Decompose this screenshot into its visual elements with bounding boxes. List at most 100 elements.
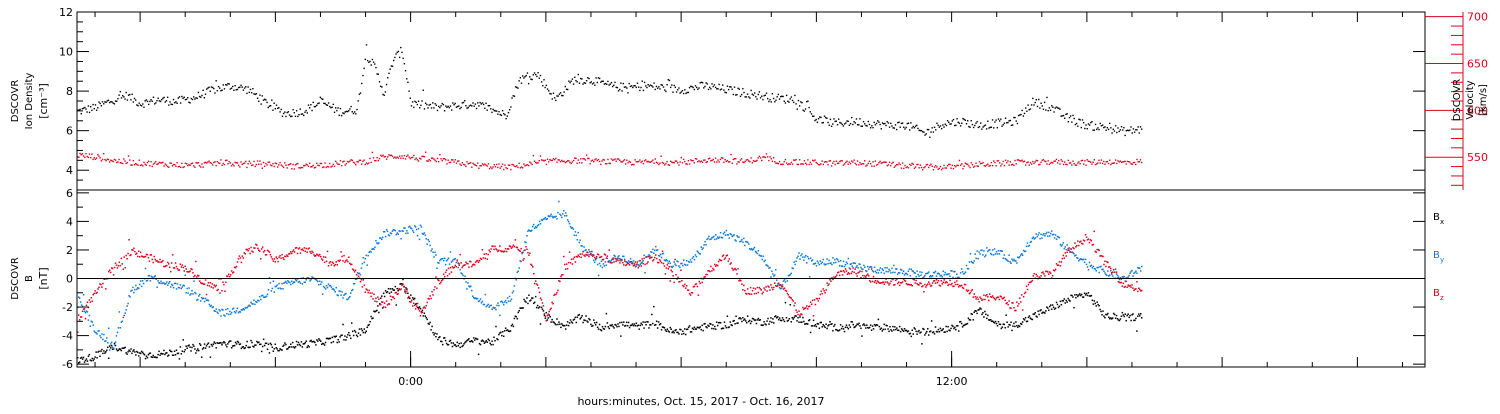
- b-z-point: [231, 272, 234, 274]
- b-z-point: [331, 261, 334, 264]
- b-x-point: [470, 340, 472, 343]
- velocity-point: [1014, 159, 1016, 162]
- b-z-point: [725, 255, 728, 257]
- density-point: [503, 112, 505, 115]
- velocity-point: [242, 162, 245, 165]
- velocity-point: [190, 162, 193, 165]
- density-point: [1100, 125, 1103, 127]
- density-point: [499, 113, 501, 116]
- velocity-point: [943, 164, 945, 167]
- density-point: [937, 124, 939, 126]
- b-z-point: [535, 283, 538, 285]
- density-point: [891, 125, 893, 127]
- velocity-point: [939, 165, 942, 168]
- density-point: [790, 96, 793, 98]
- b-z-point: [1000, 296, 1003, 298]
- velocity-point: [888, 161, 891, 164]
- b-z-point: [640, 265, 642, 267]
- density-point: [919, 129, 922, 132]
- b-y-point: [1104, 272, 1106, 274]
- b-z-point: [262, 251, 265, 253]
- b-y-point: [465, 281, 467, 283]
- density-point: [185, 98, 188, 101]
- b-y-point: [861, 268, 863, 270]
- velocity-point: [287, 164, 290, 166]
- b-y-point: [481, 300, 484, 303]
- b-y-point: [990, 253, 993, 256]
- b-z-point: [686, 289, 689, 291]
- b-z-point: [760, 289, 762, 291]
- b-x-point: [98, 350, 100, 353]
- b-x-point: [666, 328, 669, 330]
- b-z-point: [724, 257, 727, 259]
- b-y-point: [164, 283, 166, 285]
- b-x-point: [147, 353, 150, 356]
- b-y-point: [327, 283, 330, 285]
- b-y-point: [898, 272, 901, 274]
- b-x-point: [161, 353, 163, 355]
- b-z-point: [684, 283, 686, 286]
- velocity-point: [942, 167, 944, 170]
- density-point: [596, 81, 598, 84]
- density-point: [443, 110, 446, 112]
- b-x-point: [858, 322, 860, 325]
- b-x-point: [298, 343, 301, 346]
- velocity-point: [266, 164, 268, 166]
- velocity-point: [551, 159, 553, 162]
- density-point: [858, 124, 860, 126]
- b-z-point: [968, 292, 971, 295]
- b-y-point: [1115, 273, 1118, 275]
- velocity-point: [1032, 160, 1034, 163]
- b-y-point: [260, 295, 263, 297]
- density-point: [613, 84, 615, 86]
- b-x-point: [935, 330, 938, 333]
- b-y-point: [379, 237, 381, 239]
- density-point: [946, 119, 949, 122]
- b-y-point: [623, 255, 625, 258]
- velocity-point: [923, 167, 925, 169]
- density-point: [775, 99, 777, 101]
- velocity-point: [388, 154, 390, 156]
- b-z-point: [526, 248, 528, 251]
- b-x-point: [336, 341, 338, 344]
- velocity-point: [681, 162, 684, 164]
- b-z-point: [729, 263, 732, 265]
- b-y-point: [829, 262, 831, 265]
- velocity-point: [901, 162, 904, 164]
- density-point: [952, 118, 955, 121]
- density-point: [893, 127, 896, 129]
- b-y-point: [375, 239, 377, 242]
- velocity-point: [406, 155, 408, 158]
- b-z-point: [947, 284, 949, 287]
- b-x-point: [884, 328, 886, 331]
- b-z-point: [576, 256, 579, 258]
- velocity-point: [403, 154, 406, 157]
- density-point: [336, 109, 338, 112]
- density-point: [101, 101, 104, 103]
- b-x-point: [116, 349, 119, 352]
- density-point: [151, 100, 153, 102]
- b-z-point: [765, 286, 767, 288]
- b-y-point: [1042, 234, 1044, 236]
- velocity-point: [221, 164, 223, 167]
- density-point: [1109, 122, 1111, 125]
- velocity-point: [237, 164, 240, 167]
- velocity-point: [910, 164, 912, 167]
- velocity-point: [303, 164, 305, 167]
- velocity-point: [802, 163, 804, 165]
- b-y-point: [985, 254, 987, 256]
- b-x-point: [643, 327, 645, 329]
- b-z-point: [887, 282, 889, 284]
- b-x-point: [631, 323, 634, 325]
- velocity-point: [1077, 162, 1079, 164]
- b-z-point: [530, 263, 532, 266]
- b-x-point: [362, 331, 365, 334]
- density-point: [290, 115, 292, 118]
- density-point: [835, 120, 838, 122]
- b-z-point: [587, 254, 589, 256]
- b-x-point: [1043, 311, 1045, 314]
- b-x-point: [205, 345, 208, 347]
- b-y-point: [413, 225, 416, 227]
- b-y-point: [1045, 233, 1047, 235]
- density-point: [545, 84, 548, 87]
